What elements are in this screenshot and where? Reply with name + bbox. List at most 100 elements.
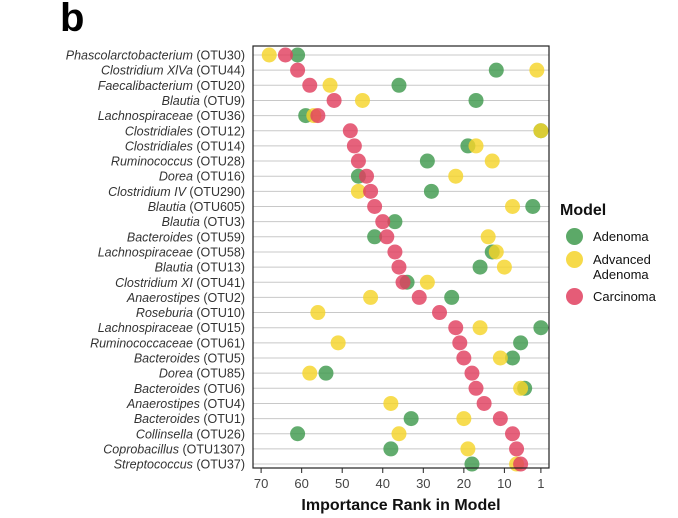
data-point-carcinoma	[468, 380, 484, 396]
y-tick-label: Blautia (OTU13)	[155, 261, 245, 275]
x-axis-title: Importance Rank in Model	[301, 497, 500, 514]
data-point-advanced-adenoma	[533, 123, 549, 139]
legend-item: Carcinoma	[560, 288, 672, 305]
y-tick-label: Clostridiales (OTU14)	[125, 139, 245, 153]
data-point-advanced-adenoma	[468, 138, 484, 154]
data-point-adenoma	[464, 456, 480, 472]
data-point-adenoma	[513, 335, 529, 351]
legend-label: Adenoma	[593, 229, 649, 244]
y-tick-label: Clostridium XlVa (OTU44)	[101, 64, 245, 78]
x-tick-label: 50	[335, 476, 349, 491]
legend-title: Model	[560, 202, 607, 219]
data-point-advanced-adenoma	[484, 153, 500, 169]
x-tick-label: 10	[497, 476, 511, 491]
y-tick-label: Blautia (OTU605)	[148, 200, 245, 214]
y-tick-label: Phascolarctobacterium (OTU30)	[66, 49, 245, 63]
data-points	[261, 47, 549, 472]
data-point-carcinoma	[395, 274, 411, 290]
data-point-advanced-adenoma	[456, 411, 472, 427]
y-axis-labels: Phascolarctobacterium (OTU30)Clostridium…	[66, 49, 245, 472]
data-point-adenoma	[391, 77, 407, 93]
data-point-advanced-adenoma	[391, 426, 407, 442]
data-point-adenoma	[367, 229, 383, 245]
data-point-adenoma	[419, 153, 435, 169]
y-tick-label: Ruminococcaceae (OTU61)	[90, 336, 245, 350]
data-point-advanced-adenoma	[472, 320, 488, 336]
legend-label: Advanced Adenoma	[593, 252, 651, 282]
y-tick-label: Collinsella (OTU26)	[136, 427, 245, 441]
data-point-carcinoma	[505, 426, 521, 442]
x-tick-label: 70	[254, 476, 268, 491]
data-point-carcinoma	[387, 244, 403, 260]
y-tick-label: Lachnospiraceae (OTU36)	[98, 109, 245, 123]
data-point-carcinoma	[456, 350, 472, 366]
data-point-carcinoma	[448, 320, 464, 336]
data-point-advanced-adenoma	[310, 305, 326, 321]
data-point-adenoma	[318, 365, 334, 381]
x-tick-label: 1	[537, 476, 544, 491]
legend-label: Carcinoma	[593, 289, 656, 304]
y-tick-label: Lachnospiraceae (OTU15)	[98, 321, 245, 335]
legend-item: Advanced Adenoma	[560, 251, 672, 282]
x-tick-label: 40	[376, 476, 390, 491]
grid-lines	[253, 54, 549, 465]
data-point-adenoma	[488, 62, 504, 78]
y-tick-label: Lachnospiraceae (OTU58)	[98, 245, 245, 259]
data-point-carcinoma	[350, 153, 366, 169]
data-point-advanced-adenoma	[448, 168, 464, 184]
legend-item: Adenoma	[560, 228, 672, 245]
plot-frame	[252, 45, 550, 469]
y-tick-label: Blautia (OTU9)	[162, 94, 245, 108]
y-tick-label: Bacteroides (OTU5)	[134, 352, 245, 366]
legend-swatch	[566, 288, 583, 305]
data-point-adenoma	[525, 199, 541, 214]
data-point-carcinoma	[391, 259, 407, 275]
data-point-carcinoma	[375, 214, 391, 230]
data-point-advanced-adenoma	[383, 395, 399, 411]
legend-swatch	[566, 228, 583, 245]
x-tick-label: 60	[294, 476, 308, 491]
data-point-advanced-adenoma	[302, 365, 318, 381]
data-point-adenoma	[403, 411, 419, 427]
legend: Model Adenoma Advanced Adenoma Carcinoma	[560, 202, 672, 311]
data-point-adenoma	[290, 426, 306, 442]
data-point-advanced-adenoma	[261, 47, 277, 63]
data-point-adenoma	[383, 441, 399, 457]
data-point-advanced-adenoma	[363, 289, 379, 305]
data-point-carcinoma	[476, 395, 492, 411]
data-point-advanced-adenoma	[460, 441, 476, 457]
y-tick-label: Roseburia (OTU10)	[136, 306, 245, 320]
data-point-advanced-adenoma	[350, 183, 366, 199]
data-point-advanced-adenoma	[419, 274, 435, 290]
data-point-carcinoma	[359, 168, 375, 184]
data-point-adenoma	[444, 289, 460, 305]
data-point-advanced-adenoma	[529, 62, 545, 78]
y-tick-label: Anaerostipes (OTU4)	[126, 397, 245, 411]
data-point-adenoma	[290, 47, 306, 63]
data-point-adenoma	[468, 92, 484, 108]
data-point-carcinoma	[492, 411, 508, 427]
data-point-carcinoma	[277, 47, 293, 63]
data-point-carcinoma	[379, 229, 395, 245]
y-tick-label: Blautia (OTU3)	[162, 215, 245, 229]
y-tick-label: Bacteroides (OTU1)	[134, 412, 245, 426]
data-point-advanced-adenoma	[480, 229, 496, 245]
data-point-carcinoma	[432, 305, 448, 321]
data-point-advanced-adenoma	[322, 77, 338, 93]
data-point-carcinoma	[509, 441, 525, 457]
data-point-adenoma	[472, 259, 488, 275]
data-point-advanced-adenoma	[354, 92, 370, 108]
legend-swatch	[566, 251, 583, 268]
data-point-carcinoma	[342, 123, 358, 139]
data-point-adenoma	[505, 350, 521, 366]
y-tick-label: Dorea (OTU85)	[159, 367, 245, 381]
data-point-adenoma	[423, 183, 439, 199]
data-point-advanced-adenoma	[492, 350, 508, 366]
data-point-carcinoma	[363, 183, 379, 199]
y-tick-label: Bacteroides (OTU59)	[127, 230, 245, 244]
x-tick-label: 30	[416, 476, 430, 491]
x-axis-ticks: 70 60 50 40 30 20 10 1	[254, 468, 545, 491]
data-point-carcinoma	[367, 199, 383, 214]
y-tick-label: Clostridium XI (OTU41)	[115, 276, 245, 290]
